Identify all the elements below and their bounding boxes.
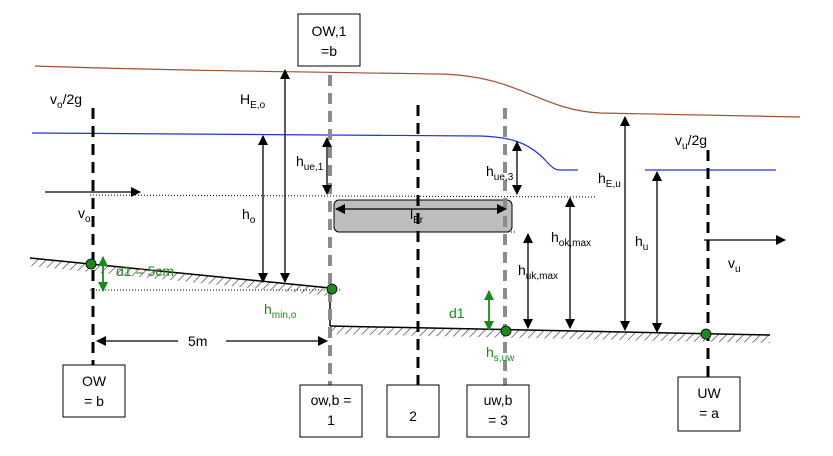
label-vu-over-2g: vu/2g <box>675 132 707 152</box>
box-owb-line2: 1 <box>327 412 335 428</box>
label-hukmax: huk,max <box>518 262 558 282</box>
label-hue1: hue,1 <box>296 153 324 173</box>
point-uw <box>700 328 712 340</box>
bed-line-upstream <box>29 257 331 289</box>
box-uwb: uw,b = 3 <box>466 384 530 438</box>
label-ho: ho <box>242 206 256 226</box>
reference-line-bridge-top <box>89 194 596 198</box>
label-hs-uw: hs,uw <box>486 344 515 364</box>
label-hEu: hE,u <box>598 170 621 190</box>
box-owb-line1: ow,b = <box>311 392 352 408</box>
measurement-points <box>85 258 712 340</box>
label-d1-5cm: d1 = 5cm <box>116 263 174 279</box>
box-uw: UW = a <box>677 376 741 432</box>
box-ow1-line2: =b <box>321 43 337 59</box>
water-surface-upstream <box>31 132 578 171</box>
label-HEo: HE,o <box>240 91 266 111</box>
box-owb: ow,b = 1 <box>299 384 363 438</box>
point-uwb <box>500 325 512 337</box>
label-hokmax: hok,max <box>551 229 591 249</box>
box-ow1: OW,1 =b <box>297 13 361 67</box>
label-hmin-o: hmin,o <box>264 301 297 321</box>
box-2-line1: 2 <box>409 408 417 424</box>
box-uw-line1: UW <box>697 385 721 401</box>
label-5m: 5m <box>188 333 207 349</box>
channel-bed-downstream <box>330 326 770 343</box>
dimension-arrows <box>45 69 786 346</box>
energy-line <box>34 65 801 118</box>
box-2: 2 <box>386 384 440 438</box>
point-ow <box>85 258 97 270</box>
box-ow1-line1: OW,1 <box>311 23 346 39</box>
label-vu: vu <box>728 255 741 275</box>
box-ow-line2: = b <box>84 393 104 409</box>
label-hue3: hue,3 <box>486 163 514 183</box>
label-hu: hu <box>635 233 648 253</box>
green-dimension-arrows <box>98 256 494 331</box>
bed-line-downstream <box>329 325 771 336</box>
box-uw-line2: = a <box>699 405 719 421</box>
box-uwb-line1: uw,b <box>484 392 513 408</box>
label-lBr: lBr <box>410 206 424 226</box>
label-d1: d1 <box>449 305 465 321</box>
point-owb <box>326 283 338 295</box>
label-vo: vo <box>78 205 91 225</box>
box-uwb-line2: = 3 <box>488 412 508 428</box>
box-ow: OW = b <box>62 364 126 418</box>
box-ow-line1: OW <box>82 373 107 389</box>
label-vo-over-2g: vo/2g <box>50 91 82 111</box>
